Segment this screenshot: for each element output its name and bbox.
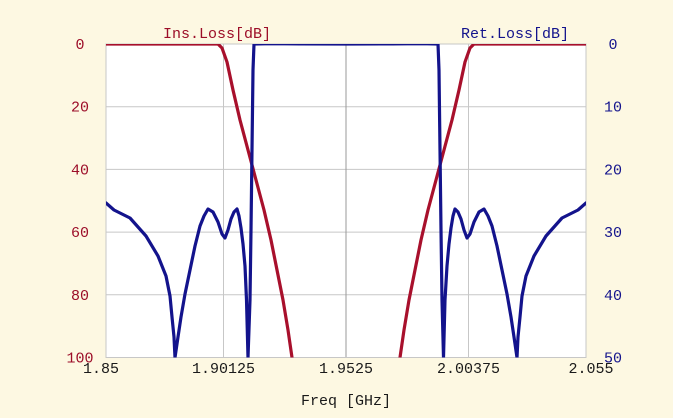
svg-text:20: 20 [604,162,622,179]
svg-text:2.00375: 2.00375 [437,361,500,378]
svg-text:1.85: 1.85 [83,361,119,378]
svg-text:40: 40 [604,288,622,305]
svg-text:0: 0 [608,37,617,54]
svg-text:Ins.Loss[dB]: Ins.Loss[dB] [163,26,271,43]
svg-text:30: 30 [604,225,622,242]
svg-text:0: 0 [75,37,84,54]
svg-text:20: 20 [71,100,89,117]
svg-text:Freq [GHz]: Freq [GHz] [301,393,391,410]
svg-text:60: 60 [71,225,89,242]
svg-text:80: 80 [71,288,89,305]
svg-text:2.055: 2.055 [568,361,613,378]
svg-text:10: 10 [604,100,622,117]
svg-text:1.90125: 1.90125 [192,361,255,378]
svg-text:1.9525: 1.9525 [319,361,373,378]
svg-text:Ret.Loss[dB]: Ret.Loss[dB] [461,26,569,43]
svg-text:40: 40 [71,162,89,179]
